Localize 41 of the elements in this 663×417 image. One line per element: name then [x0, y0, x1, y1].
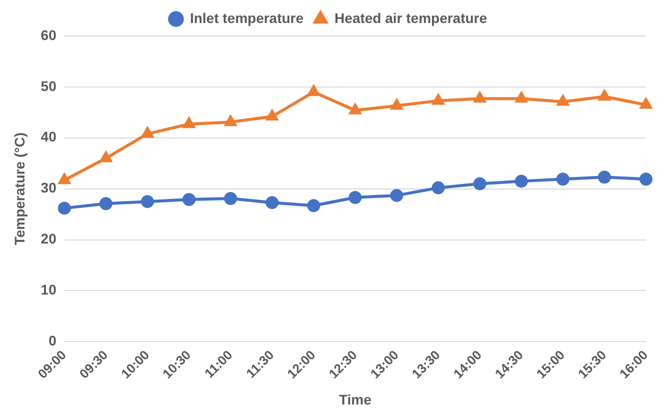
point — [266, 110, 278, 120]
point — [307, 199, 320, 212]
y-tick-label: 60 — [40, 26, 57, 43]
y-tick-label: 0 — [48, 332, 57, 349]
point — [474, 92, 486, 103]
point — [140, 195, 154, 208]
y-tick-label: 10 — [40, 282, 57, 298]
point — [182, 193, 196, 206]
point — [142, 127, 154, 138]
y-tick-label: 40 — [40, 128, 57, 145]
point — [432, 94, 444, 105]
point — [640, 98, 652, 109]
point — [348, 190, 362, 204]
point — [100, 152, 112, 162]
point — [598, 170, 611, 184]
point — [58, 174, 70, 184]
point — [639, 172, 652, 186]
x-axis-title: Time — [338, 391, 372, 408]
point — [516, 92, 528, 103]
point — [349, 104, 361, 114]
y-tick-label: 50 — [40, 78, 57, 94]
point — [99, 197, 112, 210]
point — [514, 174, 528, 188]
point — [266, 196, 279, 210]
point — [557, 95, 569, 106]
point — [432, 181, 445, 194]
y-tick-label: 20 — [40, 230, 57, 247]
point — [183, 118, 195, 128]
legend-label: Heated air temperature — [334, 10, 488, 26]
point — [390, 99, 403, 110]
point — [556, 172, 570, 186]
point — [224, 116, 236, 126]
point — [473, 177, 486, 190]
point — [308, 86, 320, 96]
point — [598, 90, 610, 101]
point — [390, 188, 404, 202]
y-axis-title: Temperature (°C) — [11, 132, 28, 246]
point — [224, 192, 238, 206]
y-tick-label: 30 — [40, 180, 57, 196]
point — [58, 202, 71, 215]
legend-label: Inlet temperature — [190, 10, 304, 26]
